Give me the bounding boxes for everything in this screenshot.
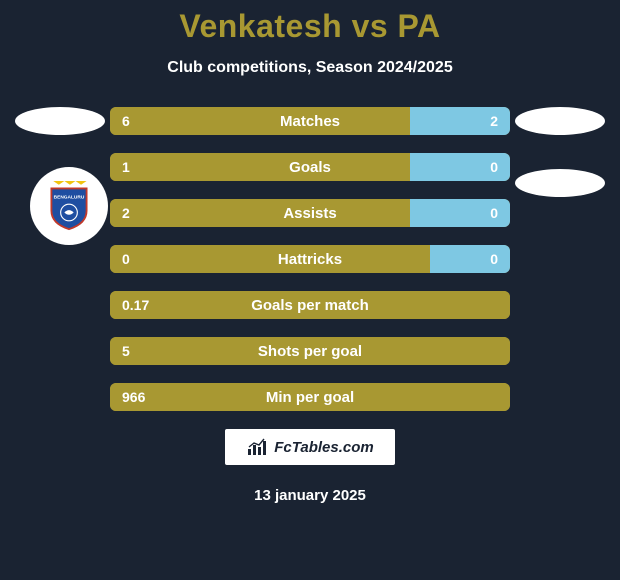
page-subtitle: Club competitions, Season 2024/2025 — [0, 59, 620, 77]
footer-brand-text: FcTables.com — [274, 439, 373, 456]
metric-row: 62Matches — [110, 107, 510, 135]
metric-label: Goals per match — [110, 291, 510, 319]
page-title: Venkatesh vs PA — [0, 0, 620, 45]
metric-label: Min per goal — [110, 383, 510, 411]
comparison-bars: 62Matches 10Goals 20Assists 00Hattricks 0.17… — [110, 107, 510, 411]
date-label: 13 january 2025 — [0, 487, 620, 504]
metric-label: Shots per goal — [110, 337, 510, 365]
comparison-content: BENGALURU 62Matches 10Goals 20Assists 00Hat… — [0, 107, 620, 411]
player-oval-right-1 — [515, 107, 605, 135]
metric-label: Goals — [110, 153, 510, 181]
chart-icon — [246, 437, 270, 457]
metric-row: 10Goals — [110, 153, 510, 181]
club-badge: BENGALURU — [30, 167, 108, 245]
metric-row: 00Hattricks — [110, 245, 510, 273]
metric-label: Assists — [110, 199, 510, 227]
metric-row: 0.17Goals per match — [110, 291, 510, 319]
metric-label: Hattricks — [110, 245, 510, 273]
metric-label: Matches — [110, 107, 510, 135]
player-oval-right-2 — [515, 169, 605, 197]
metric-row: 20Assists — [110, 199, 510, 227]
metric-row: 966Min per goal — [110, 383, 510, 411]
footer-brand: FcTables.com — [225, 429, 395, 465]
shield-icon: BENGALURU — [46, 181, 92, 231]
metric-row: 5Shots per goal — [110, 337, 510, 365]
svg-text:BENGALURU: BENGALURU — [54, 195, 85, 201]
player-oval-left — [15, 107, 105, 135]
